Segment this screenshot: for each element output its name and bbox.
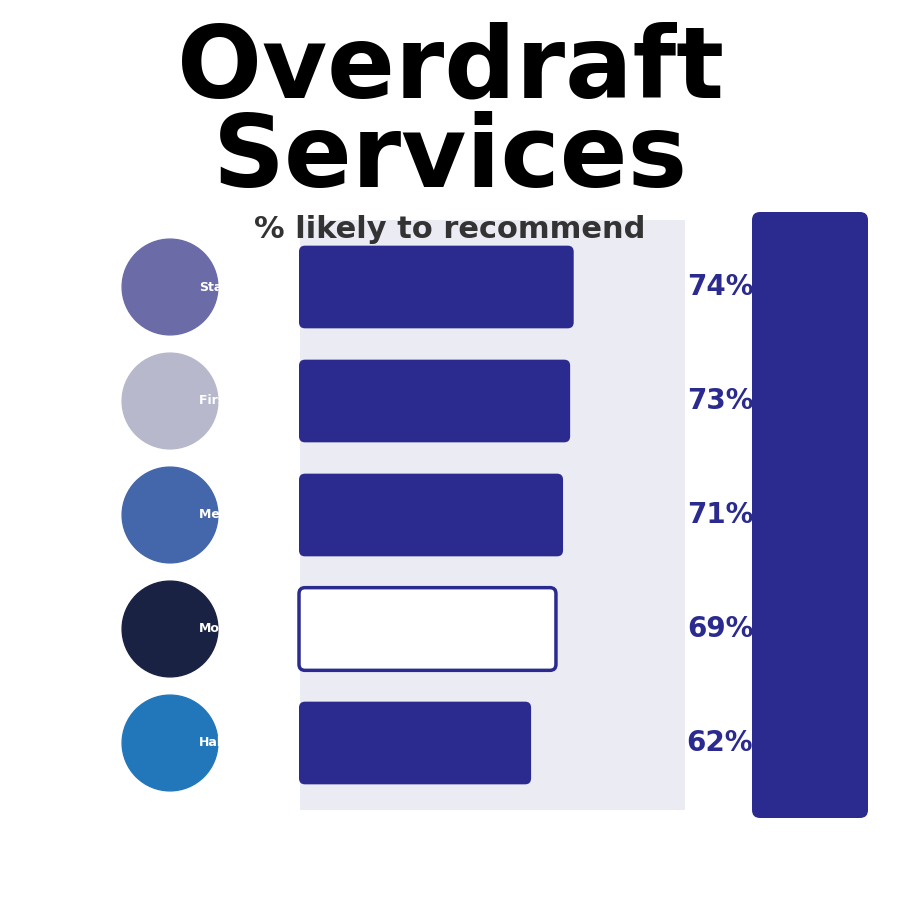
Text: Monzo: Monzo	[199, 623, 244, 635]
Text: Metro Bank: Metro Bank	[199, 508, 280, 521]
FancyBboxPatch shape	[299, 588, 556, 670]
Text: Overdraft: Overdraft	[176, 22, 724, 119]
Text: 73%: 73%	[687, 387, 753, 415]
FancyBboxPatch shape	[299, 360, 571, 442]
FancyBboxPatch shape	[299, 473, 563, 556]
Circle shape	[122, 239, 218, 335]
Circle shape	[122, 695, 218, 791]
FancyBboxPatch shape	[299, 702, 531, 784]
Text: 74%: 74%	[687, 273, 753, 301]
Circle shape	[122, 353, 218, 449]
Text: Starling: Starling	[199, 281, 254, 293]
Text: 69%: 69%	[687, 615, 753, 643]
Bar	[300, 220, 685, 810]
Text: % likely to recommend: % likely to recommend	[255, 215, 645, 244]
Text: Services: Services	[212, 112, 688, 209]
FancyBboxPatch shape	[299, 246, 573, 328]
FancyBboxPatch shape	[752, 212, 868, 818]
Text: 71%: 71%	[687, 501, 753, 529]
Text: First Direct: First Direct	[199, 394, 277, 408]
Text: Halifax: Halifax	[199, 736, 248, 750]
Text: 62%: 62%	[687, 729, 753, 757]
Circle shape	[122, 467, 218, 562]
Circle shape	[122, 581, 218, 677]
